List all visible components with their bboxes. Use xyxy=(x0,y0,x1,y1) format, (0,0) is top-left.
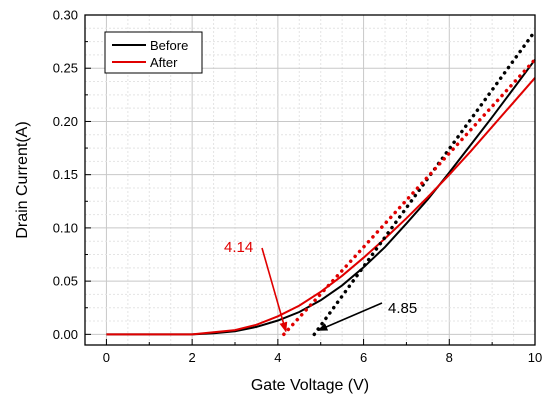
series-layer xyxy=(106,59,536,336)
y-tick-label: 0.20 xyxy=(53,114,78,129)
series-line-after xyxy=(106,77,536,336)
ticks-layer: 0 2 4 6 8 10 0.00 0.05 0.10 0.15 0.20 0.25 0.30 xyxy=(53,8,543,366)
annotation-label-before-threshold: 4.85 xyxy=(388,300,417,317)
x-tick-label: 10 xyxy=(528,350,542,365)
y-tick-label: 0.25 xyxy=(53,61,78,76)
y-tick-label: 0.30 xyxy=(53,8,78,23)
y-tick-label: 0.15 xyxy=(53,167,78,182)
annotation-arrow-before xyxy=(317,302,383,332)
legend-box xyxy=(104,31,203,74)
fit-line-after xyxy=(282,57,537,337)
annotation-label-before-threshold-red: 4.14 xyxy=(224,239,253,256)
x-tick-label: 6 xyxy=(360,350,367,365)
y-tick-label: 0.00 xyxy=(53,327,78,342)
y-tick-label: 0.05 xyxy=(53,274,78,289)
x-tick-label: 4 xyxy=(274,350,281,365)
x-axis-title: Gate Voltage (V) xyxy=(251,377,369,394)
x-tick-label: 0 xyxy=(103,350,110,365)
annotations-layer: 4.14 4.85 xyxy=(224,239,417,333)
x-tick-label: 2 xyxy=(189,350,196,365)
series-line-before xyxy=(106,59,536,336)
x-tick-label: 8 xyxy=(446,350,453,365)
plot-frame xyxy=(84,14,536,346)
legend: Before After xyxy=(104,31,203,74)
legend-label-after: After xyxy=(150,55,178,70)
legend-label-before: Before xyxy=(150,38,188,53)
annotation-arrow-after xyxy=(261,247,288,333)
y-axis-title: Drain Current(A) xyxy=(14,121,31,238)
y-tick-label: 0.10 xyxy=(53,220,78,235)
fit-lines-layer xyxy=(282,29,537,337)
